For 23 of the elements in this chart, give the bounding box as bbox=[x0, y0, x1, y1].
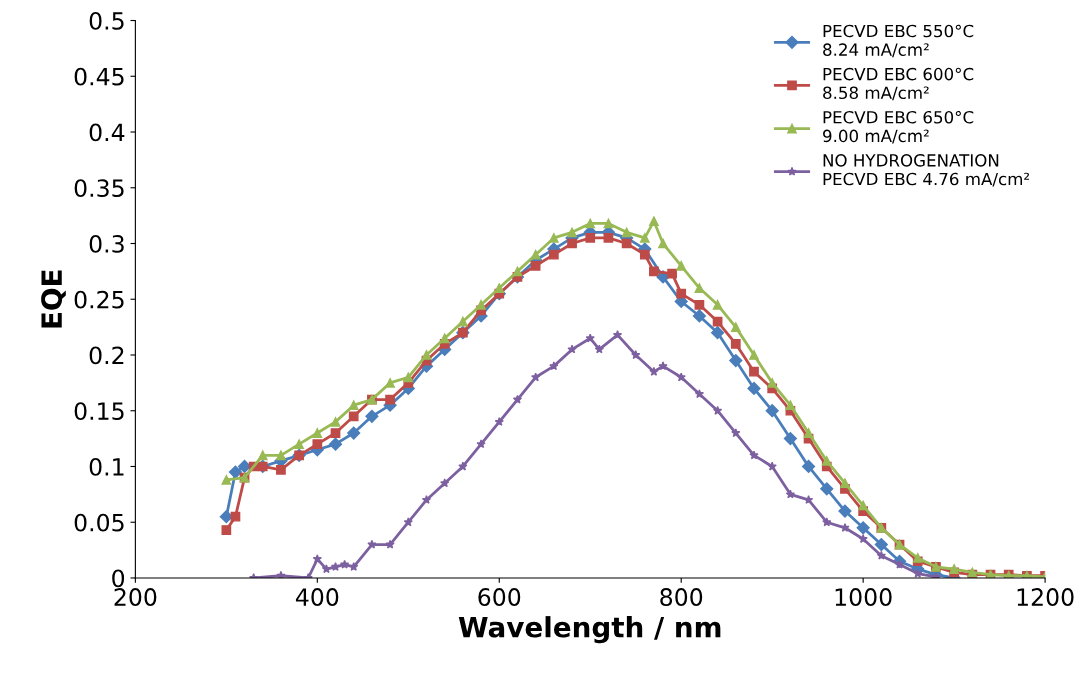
legend-label: PECVD EBC 550°C 8.24 mA/cm² bbox=[823, 24, 974, 58]
y-tick-label: 0.45 bbox=[74, 67, 124, 86]
y-tick-label: 0.15 bbox=[74, 402, 124, 421]
legend-label: PECVD EBC 650°C 9.00 mA/cm² bbox=[823, 110, 974, 144]
x-tick-label: 400 bbox=[295, 588, 339, 606]
y-tick-label: 0.25 bbox=[74, 290, 124, 309]
y-tick-label: 0.05 bbox=[74, 513, 124, 532]
y-tick-label: 0.3 bbox=[89, 234, 124, 253]
y-tick-label: 0.4 bbox=[89, 123, 125, 142]
x-tick-label: 1200 bbox=[1017, 588, 1074, 606]
x-tick-label: 1000 bbox=[835, 588, 892, 606]
y-tick-label: 0.35 bbox=[74, 179, 124, 198]
legend-label: PECVD EBC 600°C 8.58 mA/cm² bbox=[823, 67, 974, 101]
legend-label: NO HYDROGENATION PECVD EBC 4.76 mA/cm² bbox=[823, 154, 1030, 187]
x-axis-title: Wavelength / nm bbox=[458, 616, 721, 644]
x-tick-label: 600 bbox=[478, 588, 521, 606]
y-tick-label: 0.2 bbox=[89, 346, 124, 365]
x-tick-label: 200 bbox=[114, 588, 157, 606]
y-axis-title: EQE bbox=[41, 270, 66, 328]
y-tick-label: 0.5 bbox=[89, 11, 124, 30]
x-tick-label: 800 bbox=[660, 588, 703, 606]
y-tick-label: 0 bbox=[112, 569, 125, 588]
y-tick-label: 0.1 bbox=[89, 457, 124, 476]
